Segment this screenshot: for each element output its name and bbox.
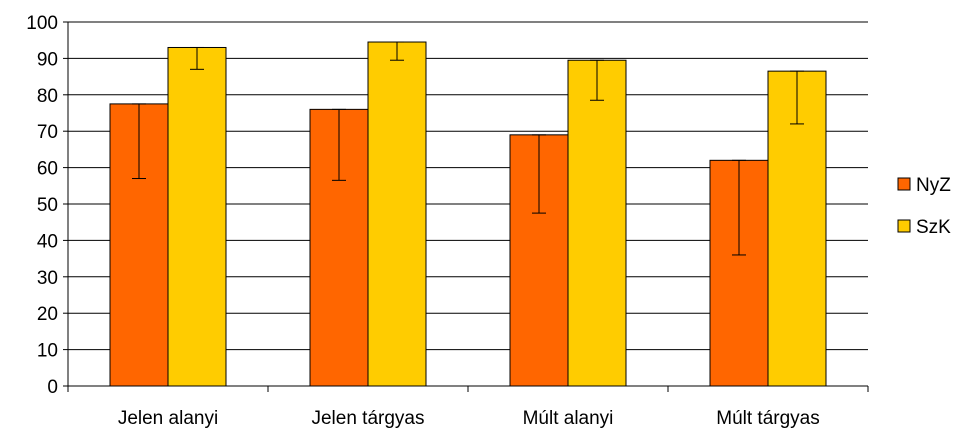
y-tick-labels: 0 10 20 30 40 50 60 70 80 90 100	[26, 13, 58, 398]
y-tick-label: 30	[37, 268, 58, 289]
legend-label-nyz: NyZ	[916, 175, 951, 196]
y-tick-label: 60	[37, 159, 58, 180]
error-bars	[132, 41, 804, 256]
x-tick-labels: Jelen alanyi Jelen tárgyas Múlt alanyi Múlt…	[118, 408, 820, 429]
y-tick-label: 0	[47, 377, 58, 398]
bar-szk-2	[367, 41, 427, 387]
y-tick-label: 10	[37, 341, 58, 362]
y-tick-label: 50	[37, 195, 58, 216]
legend-swatch-szk	[897, 219, 911, 233]
x-tick-label: Múlt alanyi	[523, 408, 614, 429]
legend-swatch-nyz	[897, 177, 911, 191]
x-tick-label: Jelen alanyi	[118, 408, 218, 429]
bar-szk-1	[167, 46, 227, 387]
legend: NyZ SzK	[897, 175, 951, 238]
bars	[109, 41, 827, 387]
bar-szk-3	[567, 59, 627, 387]
y-tick-label: 70	[37, 122, 58, 143]
legend-label-szk: SzK	[916, 217, 951, 238]
y-tick-label: 90	[37, 49, 58, 70]
y-tick-label: 100	[26, 13, 58, 34]
y-tick-label: 80	[37, 86, 58, 107]
y-tick-label: 40	[37, 231, 58, 252]
x-tick-label: Jelen tárgyas	[311, 408, 424, 429]
x-tick-label: Múlt tárgyas	[716, 408, 819, 429]
y-tick-label: 20	[37, 304, 58, 325]
axes	[63, 21, 869, 392]
